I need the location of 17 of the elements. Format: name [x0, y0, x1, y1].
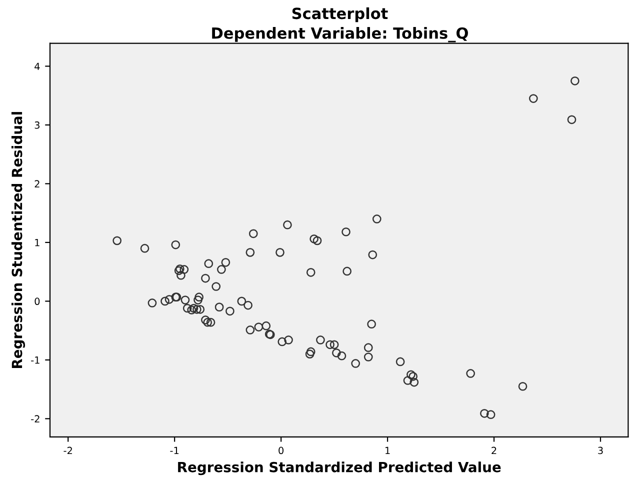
x-tick-label: 2: [492, 446, 496, 454]
x-tick-label: -1: [170, 446, 179, 454]
y-tick-label: 4: [34, 62, 40, 70]
chart-subtitle: Dependent Variable: Tobins_Q: [212, 27, 468, 42]
y-axis-title: Regression Studentized Residual: [11, 112, 26, 368]
x-axis-title: Regression Standardized Predicted Value: [178, 462, 501, 476]
x-tick-label: 1: [386, 446, 390, 454]
y-tick-label: 1: [35, 239, 40, 246]
y-tick-label: 2: [34, 180, 40, 188]
y-tick-label: 0: [34, 298, 40, 306]
x-tick-label: -2: [64, 446, 72, 454]
y-tick-label: 3: [34, 121, 40, 129]
x-tick-label: 0: [278, 446, 284, 454]
chart-title: Scatterplot: [292, 7, 388, 22]
y-tick-label: -1: [31, 356, 40, 364]
y-tick-label: -2: [31, 415, 40, 422]
x-tick-label: 3: [598, 446, 603, 454]
